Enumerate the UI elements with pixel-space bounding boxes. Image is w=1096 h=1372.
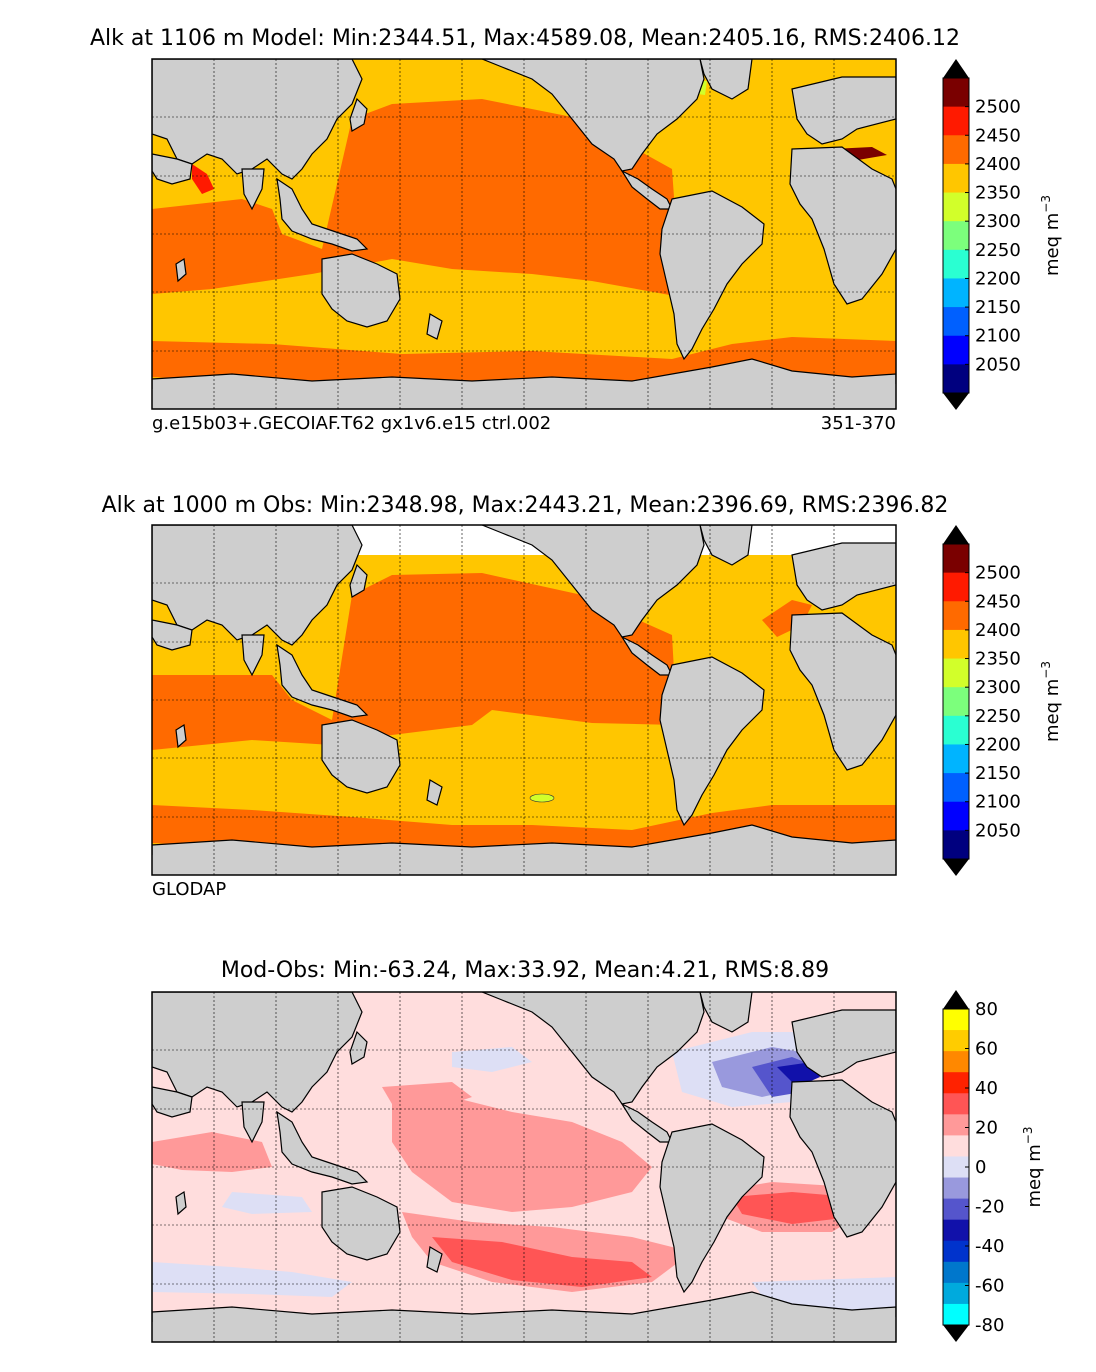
colorbar-swatch xyxy=(943,364,969,394)
colorbar-tick-label: 2350 xyxy=(975,183,1021,204)
colorbar-tick-label: 2100 xyxy=(975,792,1021,813)
colorbar-panel1: 2500 2450 2400 2350 2300 2250 2200 2150 2100 2050… xyxy=(942,59,1063,410)
colorbar-tick-label: 2350 xyxy=(975,649,1021,670)
colorbar-swatch xyxy=(943,1114,969,1136)
panel1-run-caption: g.e15b03+.GECOIAF.T62 gx1v6.e15 ctrl.002 xyxy=(152,413,552,434)
colorbar-tick-label: -60 xyxy=(975,1276,1004,1297)
colorbar-tick-label: 2400 xyxy=(975,154,1021,175)
colorbar-tick-label: -40 xyxy=(975,1236,1004,1257)
panel3-title: Mod-Obs: Min:-63.24, Max:33.92, Mean:4.2… xyxy=(220,958,830,983)
colorbar-swatch xyxy=(943,221,969,251)
colorbar-tick-label: -20 xyxy=(975,1197,1004,1218)
colorbar-under-triangle xyxy=(943,1325,969,1342)
diff-strong-positive xyxy=(432,1237,652,1287)
colorbar-tick-label: 2100 xyxy=(975,326,1021,347)
colorbar-panel3: 80 60 40 20 0 -20 -40 -60 -80 meq m−3 xyxy=(942,990,1045,1342)
colorbar-swatch xyxy=(943,1261,969,1284)
panel2-source-caption: GLODAP xyxy=(152,879,227,900)
colorbar-tick-label: 2250 xyxy=(975,706,1021,727)
colorbar-tick-label: 2300 xyxy=(975,677,1021,698)
colorbar-unit-label: meq m−3 xyxy=(1039,661,1063,742)
colorbar-unit-label: meq m−3 xyxy=(1021,1127,1045,1208)
colorbar-swatch xyxy=(943,1093,969,1115)
colorbar-swatch xyxy=(943,192,969,222)
colorbar-swatch xyxy=(943,163,969,194)
colorbar-tick-label: 60 xyxy=(975,1039,998,1060)
colorbar-swatch xyxy=(943,1282,969,1305)
colorbar-swatch xyxy=(943,78,969,108)
colorbar-swatch xyxy=(943,801,969,831)
colorbar-tick-label: 2050 xyxy=(975,820,1021,841)
panel1-years-caption: 351-370 xyxy=(820,413,896,434)
colorbar-panel2: 2500 2450 2400 2350 2300 2250 2200 2150 2100 2050… xyxy=(942,525,1063,876)
colorbar-tick-label: 2200 xyxy=(975,268,1021,289)
colorbar-swatch xyxy=(943,629,969,660)
colorbar-tick-label: 2150 xyxy=(975,297,1021,318)
colorbar-swatch xyxy=(943,1030,969,1052)
panel2-title: Alk at 1000 m Obs: Min:2348.98, Max:2443… xyxy=(101,493,949,518)
colorbar-swatch xyxy=(943,1177,969,1200)
colorbar-swatch xyxy=(943,1009,969,1031)
colorbar-tick-label: 2150 xyxy=(975,763,1021,784)
colorbar-swatch xyxy=(943,335,969,365)
colorbar-swatch xyxy=(943,278,969,308)
colorbar-tick-label: 20 xyxy=(975,1118,998,1139)
colorbar-swatch xyxy=(943,1198,969,1221)
colorbar-tick-label: 2450 xyxy=(975,591,1021,612)
colorbar-over-triangle xyxy=(943,525,969,544)
colorbar-swatch xyxy=(943,830,969,860)
colorbar-tick-label: 2050 xyxy=(975,354,1021,375)
colorbar-tick-label: 2450 xyxy=(975,125,1021,146)
panel1-map xyxy=(151,58,897,410)
panel1-title: Alk at 1106 m Model: Min:2344.51, Max:45… xyxy=(89,26,961,51)
colorbar-swatch xyxy=(943,1303,969,1326)
colorbar-tick-label: 2200 xyxy=(975,734,1021,755)
colorbar-tick-label: 40 xyxy=(975,1078,998,1099)
colorbar-under-triangle xyxy=(943,859,969,876)
colorbar-swatch xyxy=(943,1240,969,1263)
colorbar-swatch xyxy=(943,572,969,602)
colorbar-swatch xyxy=(943,1156,969,1179)
colorbar-under-triangle xyxy=(943,393,969,410)
panel3-map xyxy=(151,991,897,1343)
colorbar-swatch xyxy=(943,1135,969,1157)
colorbar-tick-label: 2500 xyxy=(975,97,1021,118)
colorbar-tick-label: 0 xyxy=(975,1157,986,1178)
colorbar-swatch xyxy=(943,544,969,574)
colorbar-tick-label: 80 xyxy=(975,999,998,1020)
colorbar-tick-label: 2500 xyxy=(975,563,1021,584)
colorbar-swatch xyxy=(943,249,969,279)
colorbar-swatch xyxy=(943,658,969,688)
colorbar-swatch xyxy=(943,307,969,337)
colorbar-swatch xyxy=(943,1072,969,1094)
diff-positive-pacific xyxy=(392,1097,652,1212)
colorbar-swatch xyxy=(943,106,969,136)
obs-pacific-region xyxy=(152,573,677,750)
colorbar-tick-label: 2250 xyxy=(975,240,1021,261)
colorbar-swatch xyxy=(943,1051,969,1073)
colorbar-swatch xyxy=(943,715,969,745)
colorbar-over-triangle xyxy=(943,59,969,78)
colorbar-swatch xyxy=(943,744,969,774)
colorbar-swatch xyxy=(943,1219,969,1242)
colorbar-tick-label: -80 xyxy=(975,1315,1004,1336)
model-pacific-region xyxy=(152,99,692,299)
colorbar-swatch xyxy=(943,135,969,165)
colorbar-swatch xyxy=(943,687,969,717)
colorbar-tick-label: 2300 xyxy=(975,211,1021,232)
colorbar-over-triangle xyxy=(943,990,969,1009)
colorbar-swatch xyxy=(943,601,969,631)
colorbar-tick-label: 2400 xyxy=(975,620,1021,641)
colorbar-swatch xyxy=(943,773,969,803)
colorbar-unit-label: meq m−3 xyxy=(1039,195,1063,276)
panel2-map xyxy=(151,524,897,876)
